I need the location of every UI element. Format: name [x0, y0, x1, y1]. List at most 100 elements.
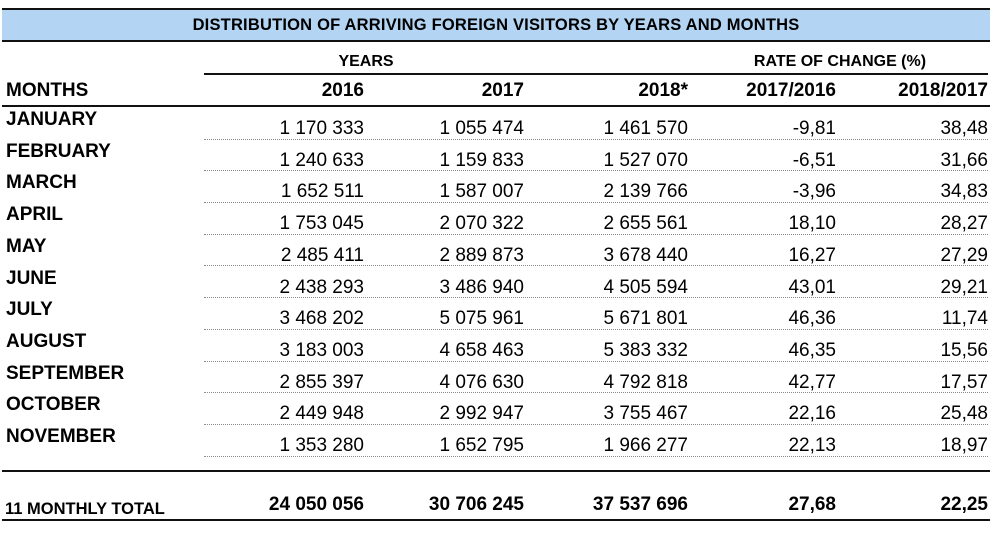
table-row: SEPTEMBER 2 855 397 4 076 630 4 792 818 42,7… — [2, 362, 990, 394]
rate-2017-2016: -6,51 — [792, 149, 836, 171]
value-2018: 2 139 766 — [603, 181, 688, 203]
table-row: OCTOBER 2 449 948 2 992 947 3 755 467 22,16 2… — [2, 393, 990, 425]
value-2016: 2 438 293 — [279, 276, 364, 298]
rate-2017-2016: 46,35 — [788, 339, 836, 361]
rate-2017-2016: 46,36 — [788, 308, 836, 330]
value-2016: 1 652 511 — [280, 181, 364, 203]
value-2017: 1 159 833 — [439, 149, 524, 171]
value-2017: 4 076 630 — [439, 371, 524, 393]
value-2017: 1 652 795 — [439, 435, 524, 456]
value-2018: 1 966 277 — [603, 435, 688, 456]
total-label: 11 MONTHLY TOTAL — [5, 500, 165, 518]
value-2018: 2 655 561 — [603, 213, 688, 235]
row-separator — [204, 233, 988, 235]
month-label: NOVEMBER — [6, 426, 116, 447]
value-2018: 5 383 332 — [603, 339, 688, 361]
month-label: MARCH — [6, 172, 77, 194]
column-header-2017-2016: 2017/2016 — [746, 80, 836, 101]
month-label: MAY — [6, 235, 47, 257]
value-2018: 3 755 467 — [603, 403, 688, 425]
value-2016: 1 353 280 — [279, 435, 364, 456]
value-2018: 1 461 570 — [603, 118, 688, 139]
rate-2018-2017: 38,48 — [940, 118, 988, 139]
years-group-header: YEARS — [338, 53, 394, 70]
column-header-2017: 2017 — [481, 80, 524, 101]
value-2016: 1 170 333 — [279, 118, 364, 139]
value-2016: 2 485 411 — [280, 244, 364, 266]
table-row: FEBRUARY 1 240 633 1 159 833 1 527 070 -6,51… — [2, 140, 990, 172]
value-2017: 1 587 007 — [439, 181, 524, 203]
header-rule — [2, 105, 990, 107]
row-separator — [204, 138, 988, 140]
column-header-months: MONTHS — [6, 80, 89, 101]
rate-2017-2016: 22,13 — [788, 435, 836, 456]
value-2017: 3 486 940 — [439, 276, 524, 298]
column-header-2018: 2018* — [638, 80, 688, 101]
total-2018: 37 537 696 — [592, 494, 688, 515]
rate-2017-2016: 43,01 — [788, 276, 836, 298]
table-row: JUNE 2 438 293 3 486 940 4 505 594 43,01 29,2… — [2, 267, 990, 299]
month-label: OCTOBER — [6, 394, 101, 416]
value-2017: 5 075 961 — [439, 308, 524, 330]
value-2018: 3 678 440 — [603, 244, 688, 266]
total-row: 11 MONTHLY TOTAL 24 050 056 30 706 245 3… — [2, 493, 990, 521]
value-2017: 1 055 474 — [439, 118, 524, 139]
table-row: NOVEMBER 1 353 280 1 652 795 1 966 277 22,13… — [2, 425, 990, 457]
rate-2017-2016: 16,27 — [788, 244, 836, 266]
rate-of-change-group-header: RATE OF CHANGE (%) — [753, 53, 927, 70]
row-separator — [204, 202, 988, 204]
month-label: SEPTEMBER — [6, 362, 125, 384]
total-rate-2018-2017: 22,25 — [940, 494, 988, 515]
rate-2018-2017: 27,29 — [940, 244, 988, 266]
bottom-rule — [2, 519, 990, 521]
rate-2018-2017: 17,57 — [940, 371, 988, 393]
value-2017: 2 889 873 — [439, 244, 524, 266]
value-2017: 2 992 947 — [439, 403, 524, 425]
value-2017: 4 658 463 — [439, 339, 524, 361]
rate-2018-2017: 28,27 — [940, 213, 988, 235]
rate-2018-2017: 29,21 — [940, 276, 988, 298]
total-separator-rule — [2, 470, 990, 472]
rate-2017-2016: -3,96 — [792, 181, 836, 203]
row-separator — [204, 265, 988, 267]
month-label: AUGUST — [6, 330, 87, 352]
month-label: FEBRUARY — [6, 140, 111, 162]
value-2016: 3 183 003 — [279, 339, 364, 361]
value-2016: 1 753 045 — [279, 213, 364, 235]
rate-2018-2017: 25,48 — [940, 403, 988, 425]
rate-2018-2017: 34,83 — [940, 181, 988, 203]
table-row: MARCH 1 652 511 1 587 007 2 139 766 -3,96 34,… — [2, 171, 990, 204]
row-separator — [204, 170, 988, 172]
column-header-2018-2017: 2018/2017 — [898, 80, 988, 101]
value-2018: 5 671 801 — [603, 308, 688, 330]
rate-2017-2016: -9,81 — [792, 118, 836, 139]
table-row: AUGUST 3 183 003 4 658 463 5 383 332 46,35 15… — [2, 330, 990, 362]
row-separator — [204, 360, 988, 362]
table-row: MAY 2 485 411 2 889 873 3 678 440 16,27 27,29 — [2, 235, 990, 267]
month-label: JULY — [6, 299, 53, 321]
rate-2018-2017: 31,66 — [940, 149, 988, 171]
total-rate-2017-2016: 27,68 — [788, 494, 836, 515]
value-2016: 2 855 397 — [279, 371, 364, 393]
table-row: APRIL 1 753 045 2 070 322 2 655 561 18,10 28,… — [2, 203, 990, 235]
group-header-rule — [204, 73, 988, 75]
value-2018: 1 527 070 — [603, 149, 688, 171]
row-separator — [204, 328, 988, 330]
value-2016: 1 240 633 — [279, 149, 364, 171]
rate-2017-2016: 18,10 — [788, 213, 836, 235]
total-2017: 30 706 245 — [428, 494, 524, 515]
rate-2018-2017: 15,56 — [940, 339, 988, 361]
rate-2017-2016: 42,77 — [788, 371, 836, 393]
month-label: JUNE — [6, 267, 57, 289]
table-row: JANUARY 1 170 333 1 055 474 1 461 570 -9,81 3… — [2, 108, 990, 140]
row-separator — [204, 423, 988, 425]
value-2018: 4 792 818 — [603, 371, 688, 393]
value-2017: 2 070 322 — [439, 213, 524, 235]
table-title: DISTRIBUTION OF ARRIVING FOREIGN VISITOR… — [2, 8, 990, 42]
column-header-2016: 2016 — [321, 80, 364, 101]
row-separator — [204, 392, 988, 394]
value-2018: 4 505 594 — [603, 276, 688, 298]
value-2016: 3 468 202 — [279, 308, 364, 330]
rate-2017-2016: 22,16 — [788, 403, 836, 425]
month-label: JANUARY — [6, 109, 98, 130]
